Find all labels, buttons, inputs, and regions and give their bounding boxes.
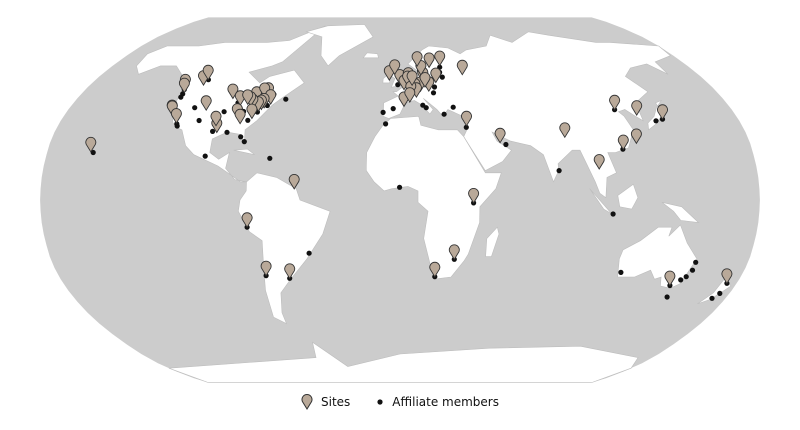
site-marker[interactable]	[241, 212, 253, 229]
site-marker[interactable]	[259, 82, 271, 99]
site-marker[interactable]	[559, 122, 571, 139]
site-marker[interactable]	[721, 268, 733, 285]
legend-sites-label: Sites	[321, 395, 351, 409]
affiliate-marker[interactable]	[245, 117, 251, 123]
site-markers	[85, 50, 733, 287]
affiliate-marker[interactable]	[664, 294, 670, 300]
world-map	[40, 17, 760, 383]
affiliate-marker[interactable]	[717, 290, 723, 296]
site-marker[interactable]	[404, 87, 416, 103]
pin-icon	[301, 394, 313, 410]
site-marker[interactable]	[210, 110, 222, 127]
legend: Sites Affiliate members	[0, 394, 800, 410]
affiliate-marker[interactable]	[383, 121, 389, 127]
land-africa	[366, 115, 502, 280]
legend-affiliates: Affiliate members	[376, 395, 499, 409]
site-marker[interactable]	[448, 244, 460, 261]
affiliate-marker[interactable]	[192, 105, 198, 111]
affiliate-marker[interactable]	[221, 109, 227, 115]
affiliate-marker[interactable]	[267, 155, 273, 161]
affiliate-marker[interactable]	[241, 139, 247, 145]
land-borneo	[617, 183, 639, 210]
land-antarctica	[168, 341, 639, 383]
affiliate-marker[interactable]	[380, 109, 386, 115]
affiliate-marker[interactable]	[463, 124, 469, 130]
affiliate-marker[interactable]	[431, 84, 438, 90]
site-marker[interactable]	[423, 52, 435, 69]
site-marker[interactable]	[389, 59, 401, 76]
affiliate-marker[interactable]	[450, 104, 456, 110]
site-marker[interactable]	[178, 77, 190, 94]
site-marker[interactable]	[429, 261, 441, 278]
affiliate-marker[interactable]	[238, 134, 244, 140]
affiliate-marker[interactable]	[430, 90, 437, 96]
affiliate-marker[interactable]	[439, 74, 445, 80]
site-marker[interactable]	[411, 51, 423, 67]
land-australia	[617, 224, 698, 289]
site-marker[interactable]	[166, 100, 178, 117]
site-marker[interactable]	[260, 260, 272, 277]
affiliate-marker[interactable]	[556, 168, 562, 174]
affiliate-marker[interactable]	[224, 129, 230, 135]
affiliate-marker[interactable]	[441, 111, 447, 117]
affiliate-marker[interactable]	[683, 274, 689, 280]
affiliate-marker[interactable]	[178, 94, 184, 100]
affiliate-marker[interactable]	[678, 277, 684, 283]
site-marker[interactable]	[468, 188, 480, 204]
land-cuba	[233, 148, 255, 155]
land-madagascar	[485, 226, 500, 257]
site-marker[interactable]	[630, 128, 642, 145]
site-marker[interactable]	[494, 127, 506, 144]
land-iceland	[362, 52, 379, 59]
site-marker[interactable]	[288, 174, 300, 190]
affiliate-marker[interactable]	[397, 184, 403, 190]
land-greenland	[305, 24, 374, 67]
land-new-guinea	[661, 202, 700, 224]
site-marker[interactable]	[461, 110, 472, 127]
site-marker[interactable]	[202, 64, 214, 81]
affiliate-marker[interactable]	[423, 105, 429, 111]
land-japan	[647, 99, 663, 131]
affiliate-marker[interactable]	[610, 211, 616, 217]
site-marker[interactable]	[234, 108, 246, 125]
site-marker[interactable]	[227, 83, 239, 100]
affiliate-marker[interactable]	[90, 149, 96, 156]
affiliate-marker[interactable]	[306, 250, 312, 256]
land-sumatra	[589, 188, 612, 214]
site-marker[interactable]	[284, 263, 296, 280]
affiliate-marker[interactable]	[202, 153, 208, 159]
site-marker[interactable]	[242, 89, 254, 106]
affiliate-marker[interactable]	[210, 128, 216, 134]
site-marker[interactable]	[664, 270, 676, 287]
site-marker[interactable]	[246, 103, 258, 120]
site-marker[interactable]	[631, 100, 643, 116]
affiliate-marker[interactable]	[618, 269, 624, 275]
site-marker[interactable]	[434, 50, 446, 67]
affiliate-marker[interactable]	[283, 96, 289, 102]
site-marker[interactable]	[430, 67, 442, 84]
site-marker[interactable]	[593, 154, 605, 170]
site-marker[interactable]	[609, 94, 621, 111]
site-marker[interactable]	[617, 134, 629, 151]
affiliate-marker[interactable]	[689, 267, 696, 273]
site-marker[interactable]	[406, 70, 418, 87]
legend-affiliates-label: Affiliate members	[392, 395, 499, 409]
affiliate-marker[interactable]	[693, 259, 699, 265]
affiliate-marker[interactable]	[503, 141, 509, 148]
site-marker[interactable]	[170, 108, 182, 124]
site-marker[interactable]	[419, 72, 431, 88]
site-marker[interactable]	[200, 95, 212, 112]
site-marker[interactable]	[85, 136, 97, 153]
dot-icon	[377, 399, 383, 405]
affiliate-marker[interactable]	[390, 106, 396, 112]
site-marker[interactable]	[456, 59, 468, 76]
affiliate-marker[interactable]	[174, 123, 180, 129]
site-marker[interactable]	[657, 104, 668, 121]
affiliate-marker[interactable]	[653, 118, 659, 124]
affiliate-marker[interactable]	[709, 295, 715, 301]
legend-sites: Sites	[301, 394, 350, 410]
affiliate-marker[interactable]	[196, 117, 202, 124]
